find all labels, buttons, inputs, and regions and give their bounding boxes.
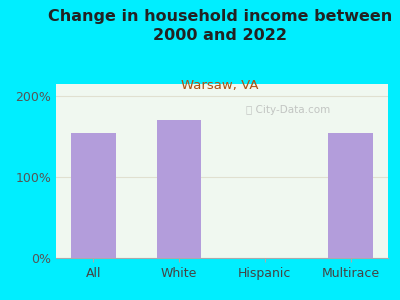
Bar <box>328 133 373 258</box>
Bar <box>71 133 116 258</box>
Bar <box>157 120 202 258</box>
Text: ⓘ City-Data.com: ⓘ City-Data.com <box>246 105 330 115</box>
Text: Change in household income between
2000 and 2022: Change in household income between 2000 … <box>48 9 392 43</box>
Text: Warsaw, VA: Warsaw, VA <box>181 80 259 92</box>
